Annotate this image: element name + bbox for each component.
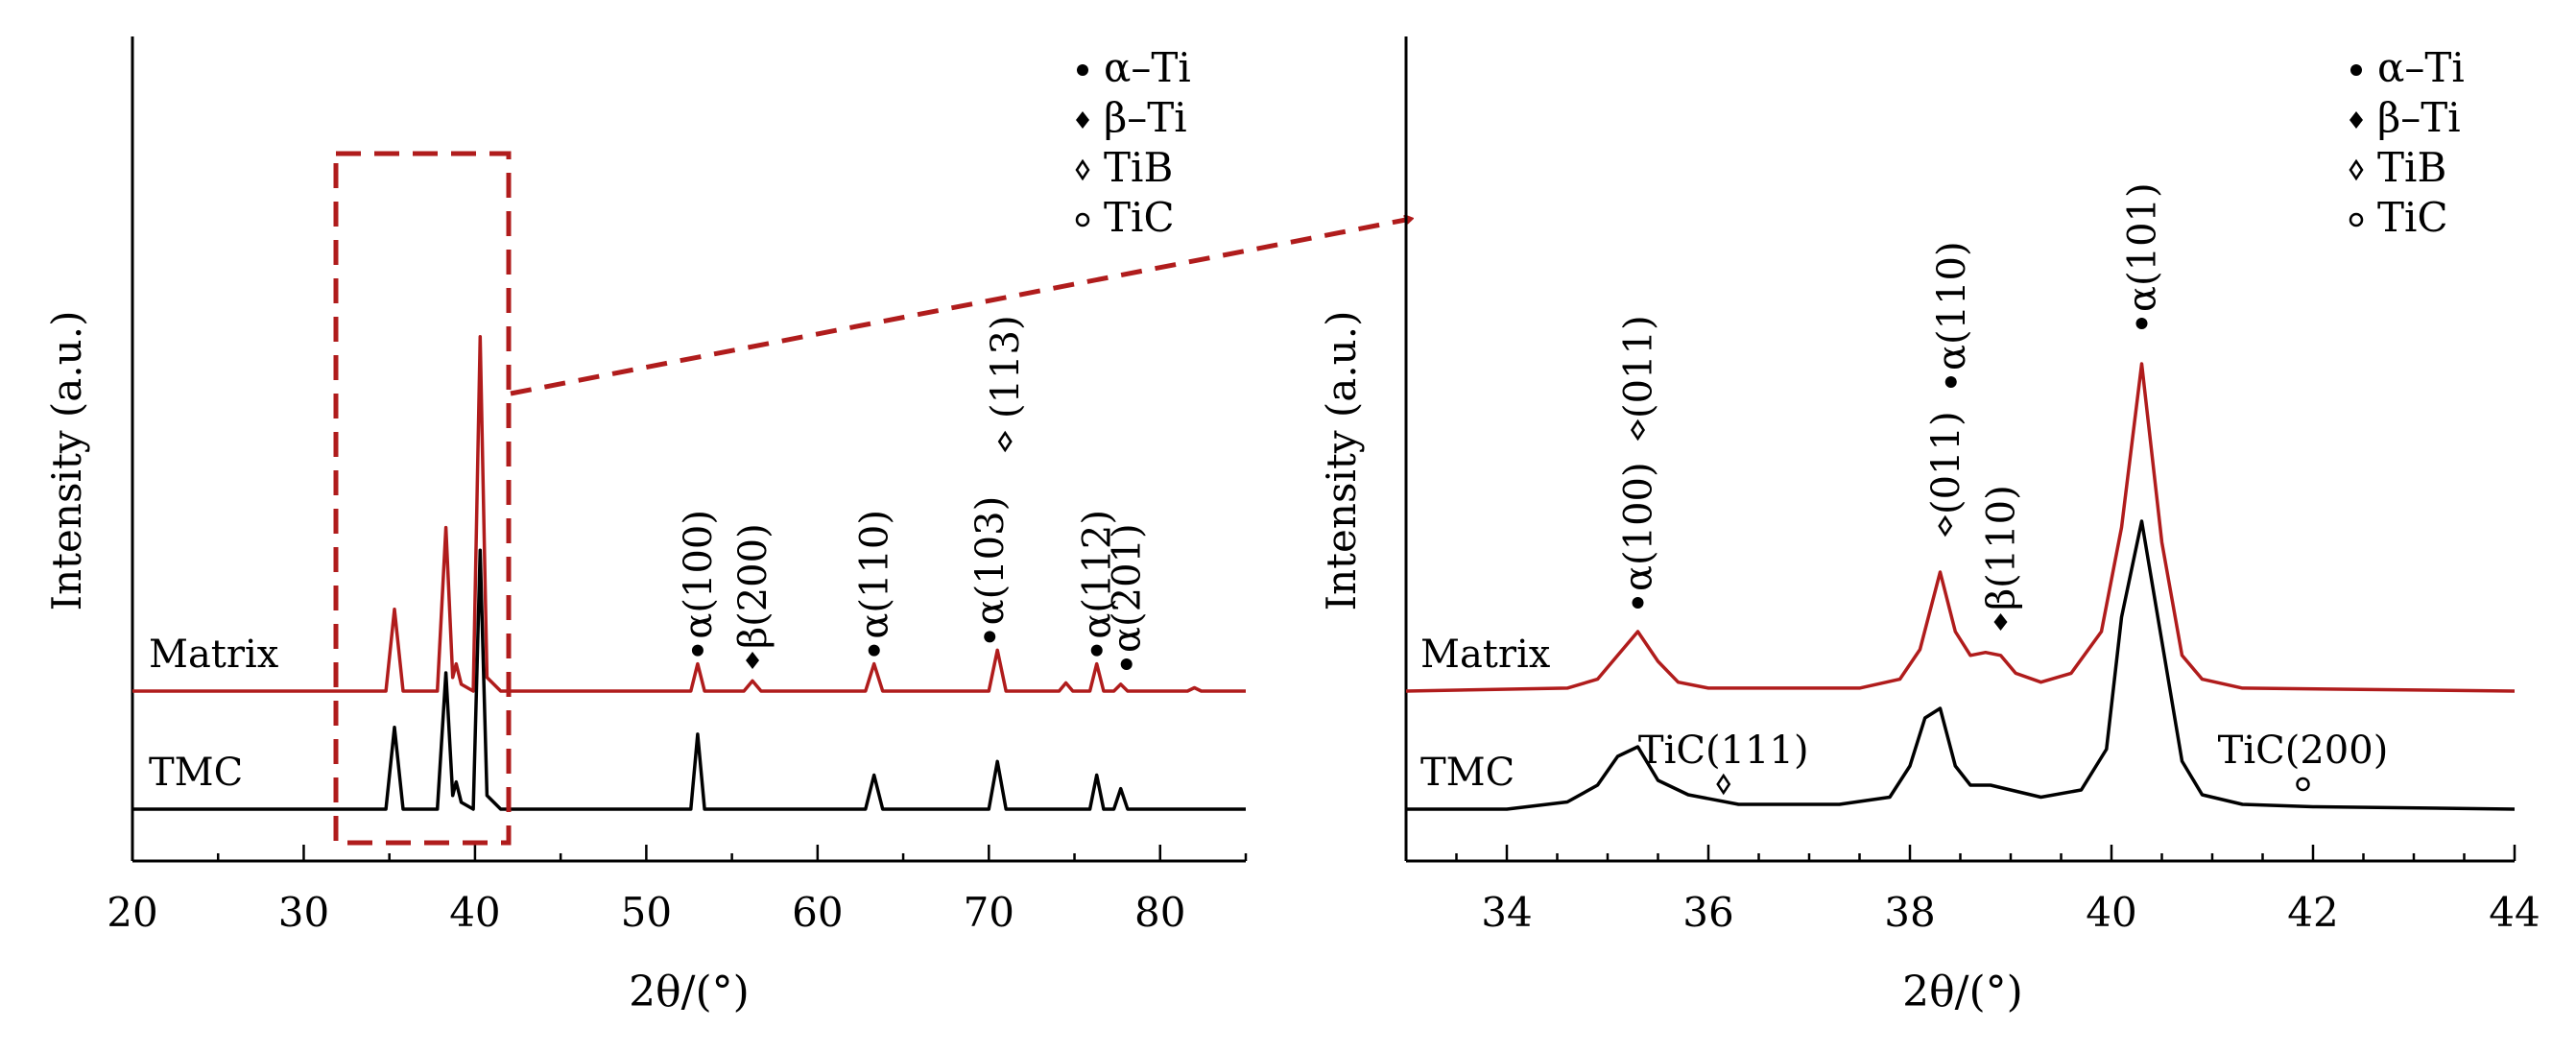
left-series-label-matrix: Matrix bbox=[149, 633, 279, 677]
left-series-lines bbox=[132, 335, 1246, 811]
left-peak-annotations: α(100) β(200) α(110) α(103) (113) α(112)α(201… bbox=[677, 315, 1150, 670]
legend-marker-diamond-open bbox=[1075, 158, 1090, 181]
peak-marker-diamond-open bbox=[1630, 418, 1646, 442]
peak-label: α(100) bbox=[1617, 462, 1661, 591]
peak-marker-dot bbox=[984, 631, 996, 643]
peak-label: α(103) bbox=[968, 496, 1013, 626]
x-tick-label: 60 bbox=[792, 889, 843, 936]
right-x-axis-title: 2θ/(°) bbox=[1902, 968, 2023, 1016]
peak-marker-dot bbox=[1120, 658, 1133, 670]
right-y-axis-title: Intensity (a.u.) bbox=[1318, 311, 1365, 611]
peak-marker-dot bbox=[1090, 644, 1103, 657]
series-line-matrix bbox=[1405, 362, 2516, 693]
x-tick-label: 36 bbox=[1682, 889, 1733, 936]
legend-label: TiC bbox=[1104, 194, 1175, 241]
legend-marker-diamond-filled bbox=[2349, 111, 2363, 129]
peak-label: α(110) bbox=[853, 510, 897, 639]
tmc-peak-label: TiC(111) bbox=[1638, 729, 1809, 773]
x-tick-label: 42 bbox=[2287, 889, 2338, 936]
peak-label: (011) bbox=[1617, 315, 1661, 418]
peak-label: α(112) bbox=[1076, 510, 1120, 639]
left-x-ticks bbox=[131, 845, 1248, 861]
series-line-matrix bbox=[132, 335, 1246, 693]
right-series-label-matrix: Matrix bbox=[1420, 633, 1551, 677]
peak-marker-dot bbox=[2135, 318, 2148, 329]
tmc-peak-marker bbox=[1716, 773, 1731, 796]
left-x-axis-title: 2θ/(°) bbox=[629, 968, 750, 1016]
legend-marker-dot bbox=[1077, 64, 1088, 76]
left-chart-panel: 20 30 40 50 60 70 80 2θ/(°) Intensity (a.u.) α… bbox=[43, 36, 1411, 1016]
x-tick-label: 40 bbox=[449, 889, 500, 936]
legend-marker-diamond-open bbox=[2349, 158, 2364, 181]
peak-marker-dot bbox=[1944, 376, 1957, 388]
right-x-ticks bbox=[1404, 845, 2516, 861]
legend-label: TiC bbox=[2377, 194, 2448, 241]
legend-label: TiB bbox=[1104, 144, 1173, 191]
legend-label: α–Ti bbox=[2377, 44, 2465, 91]
peak-marker-dot bbox=[1632, 597, 1644, 609]
peak-label: β(110) bbox=[1980, 485, 2024, 610]
legend-marker-dot bbox=[2350, 64, 2362, 76]
left-x-tick-labels: 20 30 40 50 60 70 80 bbox=[107, 889, 1185, 936]
peak-label: α(201) bbox=[1106, 523, 1150, 653]
right-chart-panel: 34 36 38 40 42 44 2θ/(°) Intensity (a.u.) α(1… bbox=[1318, 36, 2540, 1016]
zoom-box bbox=[333, 151, 512, 846]
tmc-peak-marker bbox=[2296, 777, 2310, 792]
series-line-tmc bbox=[1406, 519, 2516, 811]
legend-marker-circle-open bbox=[2349, 212, 2364, 227]
zoom-arrow bbox=[510, 219, 1411, 396]
peak-marker-tib bbox=[997, 430, 1013, 453]
peak-label: α(101) bbox=[2121, 182, 2165, 312]
peak-label: (011) bbox=[1924, 411, 1968, 514]
legend-marker-circle-open bbox=[1075, 212, 1090, 227]
series-line-tmc bbox=[132, 548, 1246, 811]
x-tick-label: 20 bbox=[107, 889, 157, 936]
right-x-tick-labels: 34 36 38 40 42 44 bbox=[1481, 889, 2540, 936]
x-tick-label: 70 bbox=[964, 889, 1014, 936]
x-tick-label: 34 bbox=[1481, 889, 1532, 936]
peak-marker-dot bbox=[691, 644, 704, 657]
peak-marker-diamond-filled bbox=[746, 652, 760, 669]
tmc-peak-label: TiC(200) bbox=[2218, 729, 2389, 773]
x-tick-label: 44 bbox=[2489, 889, 2540, 936]
peak-label: (113) bbox=[984, 315, 1028, 418]
right-series-lines bbox=[1405, 362, 2516, 811]
peak-marker-diamond-open bbox=[1938, 514, 1953, 538]
left-series-label-tmc: TMC bbox=[149, 751, 243, 795]
peak-label: α(100) bbox=[677, 510, 721, 639]
legend-label: β–Ti bbox=[1104, 94, 1187, 141]
x-tick-label: 40 bbox=[2086, 889, 2136, 936]
peak-marker-diamond-filled bbox=[1993, 613, 2008, 631]
right-peak-annotations: α(100) (011) (011) α(110) β(110) α(101) TiC(11… bbox=[1617, 182, 2389, 796]
legend-marker-diamond-filled bbox=[1076, 111, 1089, 129]
x-tick-label: 38 bbox=[1884, 889, 1935, 936]
peak-label: β(200) bbox=[731, 523, 775, 649]
peak-marker-dot bbox=[868, 644, 880, 657]
right-series-label-tmc: TMC bbox=[1420, 751, 1515, 795]
legend-label: β–Ti bbox=[2377, 94, 2461, 141]
peak-label: α(110) bbox=[1930, 241, 1974, 371]
legend-label: α–Ti bbox=[1104, 44, 1191, 91]
x-tick-label: 30 bbox=[278, 889, 329, 936]
x-tick-label: 50 bbox=[621, 889, 672, 936]
x-tick-label: 80 bbox=[1134, 889, 1185, 936]
legend-label: TiB bbox=[2377, 144, 2446, 191]
left-y-axis-title: Intensity (a.u.) bbox=[43, 311, 90, 611]
